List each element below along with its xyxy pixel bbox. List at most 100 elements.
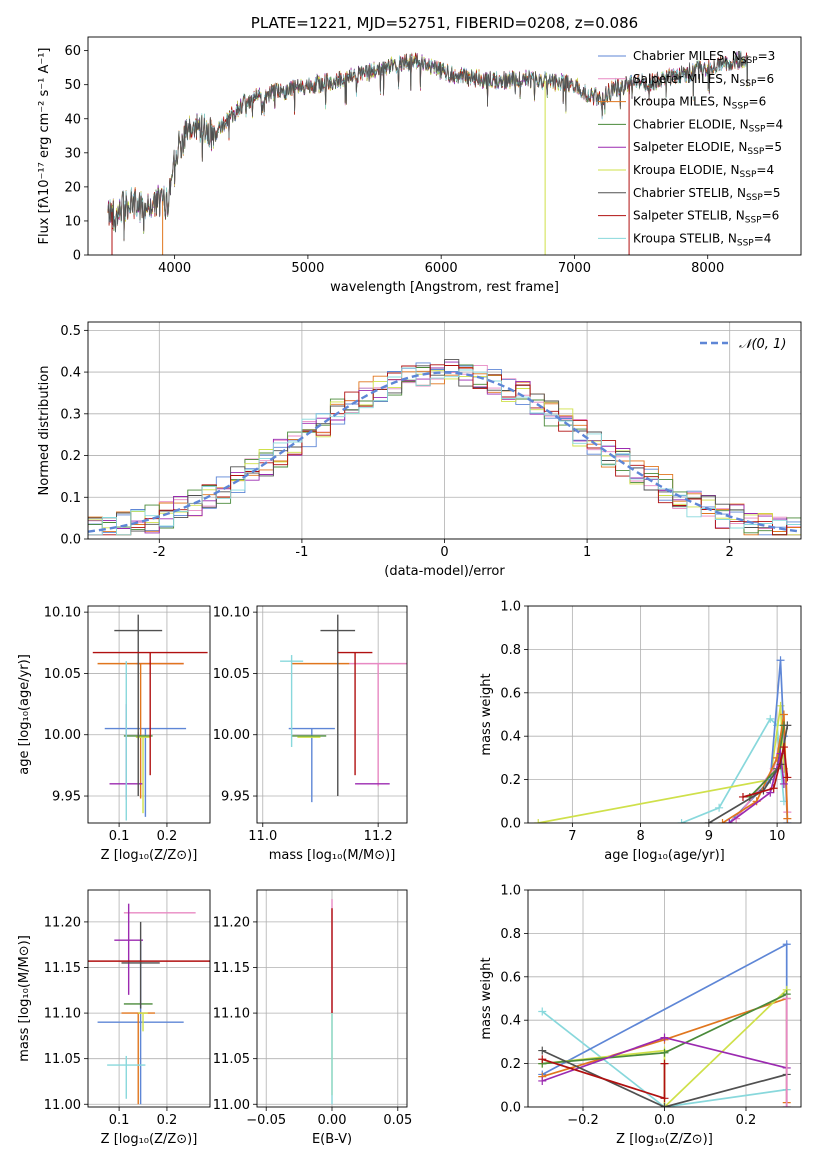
y-tick-label: 9.95 xyxy=(221,790,250,805)
legend-text: Salpeter MILES, N xyxy=(633,72,740,86)
y-tick-label: 0.8 xyxy=(500,643,521,658)
legend-text: Salpeter STELIB, N xyxy=(633,209,745,223)
legend-text: Chabrier MILES, N xyxy=(633,49,741,63)
x-tick-label: 0.05 xyxy=(383,1113,412,1128)
x-axis-label: mass [log₁₀(M/M⊙)] xyxy=(269,848,396,863)
y-tick-label: 0.4 xyxy=(60,366,81,381)
y-tick-label: 10 xyxy=(64,214,81,229)
panel-age_vs_z: 0.1 0.2 9.95 10.00 10.05 10.10 Z [log₁₀(Z/Z⊙)]… xyxy=(17,605,211,863)
errorbar-chabrier_miles xyxy=(104,727,187,817)
y-tick-label: 11.10 xyxy=(44,1007,81,1022)
legend-label: Salpeter ELODIE, NSSP=5 xyxy=(633,140,782,157)
residual-legend: 𝒩(0, 1) xyxy=(700,337,786,352)
ticks: −0.2 0.0 0.2 0.0 0.2 0.4 0.6 0.8 1.0 xyxy=(500,884,756,1129)
y-tick-label: 30 xyxy=(64,146,81,161)
ticks: −0.05 0.00 0.05 11.00 11.05 11.10 11.15 11.20 xyxy=(213,915,412,1128)
errorbar-salpeter_stelib xyxy=(337,651,373,776)
weight-marker xyxy=(718,819,727,823)
chart-title: PLATE=1221, MJD=52751, FIBERID=0208, z=0… xyxy=(251,14,638,32)
y-tick-label: 11.05 xyxy=(213,1052,250,1067)
x-tick-label: -2 xyxy=(153,545,166,560)
panel-residuals: -2 -1 0 1 2 0.0 0.1 0.2 0.3 0.4 0.5 (data-model)/er… xyxy=(37,321,802,579)
x-tick-label: 8000 xyxy=(691,261,724,276)
legend-suffix: =3 xyxy=(758,49,776,63)
y-tick-label: 11.00 xyxy=(213,1098,250,1113)
y-tick-label: 11.10 xyxy=(213,1007,250,1022)
legend-text: Chabrier ELODIE, N xyxy=(633,117,749,131)
axes-frame xyxy=(527,889,802,1108)
weight-marker xyxy=(660,1033,669,1042)
y-axis-label: mass weight xyxy=(479,957,494,1039)
histogram-kroupa_stelib xyxy=(88,367,801,536)
y-tick-label: 10.05 xyxy=(44,667,81,682)
legend-label: Chabrier STELIB, NSSP=5 xyxy=(633,186,781,203)
weight-line-kroupa_stelib xyxy=(681,717,785,823)
weight-marker xyxy=(782,994,791,1003)
y-tick-label: 20 xyxy=(64,180,81,195)
plot-area xyxy=(528,606,801,823)
weight-line-chabrier_stelib xyxy=(541,1049,787,1107)
plot-area xyxy=(528,890,801,1107)
axes-frame xyxy=(87,321,802,540)
x-tick-label: 5000 xyxy=(291,261,324,276)
axes-frame xyxy=(256,605,408,824)
x-tick-label: 0.2 xyxy=(157,829,178,844)
normal-curve xyxy=(88,371,801,533)
y-tick-label: 11.15 xyxy=(213,961,250,976)
histogram-salpeter_stelib xyxy=(88,364,801,536)
errorbar-kroupa_stelib xyxy=(280,655,304,747)
plot-area xyxy=(257,890,407,1107)
legend-sub: SSP xyxy=(737,238,754,248)
y-tick-label: 10.05 xyxy=(213,667,250,682)
legend-sub: SSP xyxy=(732,102,749,112)
y-tick-label: 0.8 xyxy=(500,927,521,942)
ticks: -2 -1 0 1 2 0.0 0.1 0.2 0.3 0.4 0.5 xyxy=(60,324,734,560)
y-tick-label: 0.3 xyxy=(60,407,81,422)
legend-text: Kroupa MILES, N xyxy=(633,95,732,109)
errorbar-salpeter_elodie xyxy=(114,903,144,995)
x-tick-label: 11.0 xyxy=(248,829,277,844)
y-tick-label: 9.95 xyxy=(52,790,81,805)
y-tick-label: 11.15 xyxy=(44,961,81,976)
legend-sub: SSP xyxy=(740,170,757,180)
y-axis-label: Flux [fλ10⁻¹⁷ erg cm⁻² s⁻¹ A⁻¹] xyxy=(37,48,52,245)
y-tick-label: 10.00 xyxy=(213,728,250,743)
x-tick-label: 7000 xyxy=(558,261,591,276)
x-tick-label: 10 xyxy=(769,829,786,844)
y-tick-label: 0.6 xyxy=(500,686,521,701)
legend-text: Kroupa STELIB, N xyxy=(633,231,737,245)
weight-marker xyxy=(704,819,713,823)
y-tick-label: 0.1 xyxy=(60,491,81,506)
panel-mass_vs_ebv: −0.05 0.00 0.05 11.00 11.05 11.10 11.15 11.20 E(… xyxy=(213,889,412,1147)
x-tick-label: 0.1 xyxy=(109,1113,130,1128)
x-tick-label: 0.1 xyxy=(109,829,130,844)
errorbar-salpeter_stelib xyxy=(92,651,208,776)
axes-frame xyxy=(87,605,211,824)
ticks: 4000 5000 6000 7000 8000 0 10 20 30 40 50 60 xyxy=(64,44,724,276)
x-tick-label: 7 xyxy=(568,829,576,844)
weight-marker xyxy=(766,714,775,723)
weight-line-kroupa_stelib xyxy=(541,1010,787,1107)
legend-suffix: =6 xyxy=(749,95,767,109)
panel-age_vs_mass: 11.0 11.2 9.95 10.00 10.05 10.10 mass [log₁₀(M… xyxy=(213,605,408,863)
legend-text: Salpeter ELODIE, N xyxy=(633,140,747,154)
y-tick-label: 0.6 xyxy=(500,970,521,985)
y-tick-label: 10.10 xyxy=(213,606,250,621)
y-tick-label: 0.0 xyxy=(500,1101,521,1116)
weight-marker xyxy=(783,773,792,782)
y-tick-label: 0.5 xyxy=(60,324,81,339)
weight-marker xyxy=(715,803,724,812)
panel-spectrum: 4000 5000 6000 7000 8000 0 10 20 30 40 50 60 wavelen… xyxy=(37,36,802,295)
weight-marker xyxy=(660,1048,669,1057)
weight-marker xyxy=(660,1094,669,1103)
y-tick-label: 60 xyxy=(64,44,81,59)
weight-line-salpeter_stelib xyxy=(742,746,789,798)
weight-marker xyxy=(660,1059,669,1068)
y-tick-label: 0.2 xyxy=(500,1057,521,1072)
y-axis-label: Normed distribution xyxy=(37,366,52,496)
plot-area xyxy=(257,606,407,823)
spectrum-legend: Chabrier MILES, N SSP =3 Salpeter MILES, N S… xyxy=(598,49,783,248)
legend-sub: SSP xyxy=(745,216,762,226)
weight-marker xyxy=(782,940,791,949)
